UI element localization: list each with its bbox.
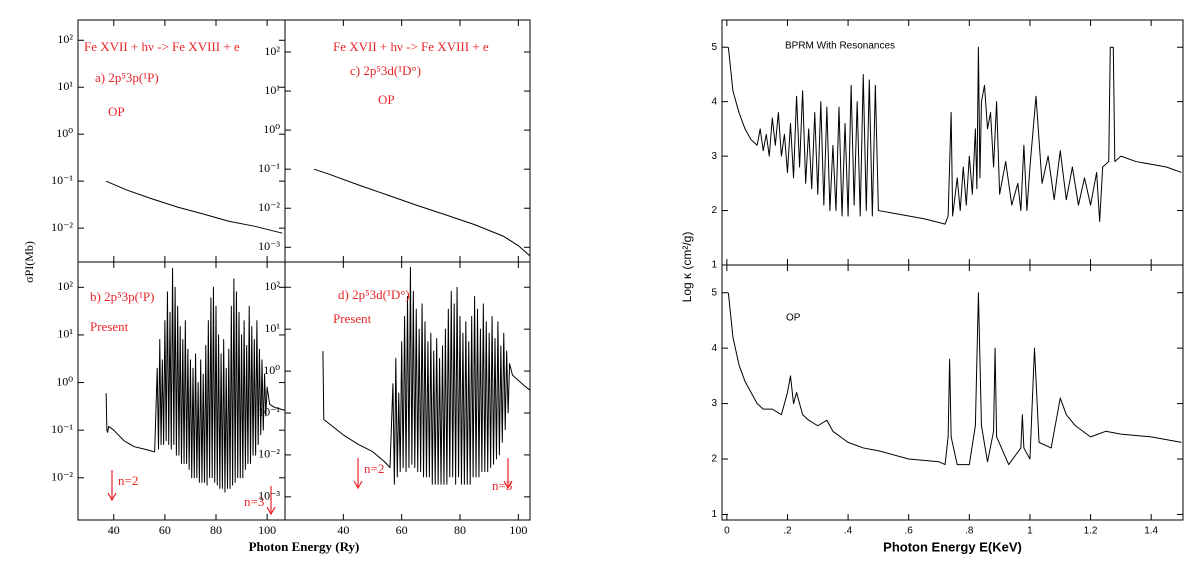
y-tick-label: 10⁰	[263, 363, 280, 377]
y-tick-label: 10²	[264, 44, 280, 58]
arrow-head	[353, 480, 363, 490]
y-tick-label: 10²	[57, 279, 73, 293]
annotation: Present	[333, 311, 372, 326]
y-tick-label: 10⁻²	[258, 200, 280, 214]
x-tick-label: .6	[905, 526, 914, 537]
y-tick-label: 10⁻²	[51, 220, 73, 234]
x-tick-label: 1	[1027, 526, 1033, 537]
y-tick-label: 10⁻²	[258, 447, 280, 461]
y-tick-label: 10¹	[57, 79, 73, 93]
annotation: OP	[108, 104, 125, 119]
annotation: OP	[786, 313, 801, 324]
x-tick-label: .4	[844, 526, 853, 537]
y-tick-label: 10¹	[264, 83, 280, 97]
x-tick-label: 40	[108, 523, 120, 537]
annotation: Present	[90, 319, 129, 334]
arrow-head	[266, 506, 276, 516]
annotation: d) 2p⁵3d(¹D°)	[338, 287, 410, 302]
annotation: Fe XVII + hν -> Fe XVIII + e	[84, 39, 240, 54]
data-line	[727, 292, 1182, 466]
data-line	[727, 46, 1182, 225]
y-tick-label: 10⁻³	[258, 489, 280, 503]
x-tick-label: 80	[210, 523, 222, 537]
x-axis-label: Photon Energy (Ry)	[249, 539, 360, 554]
annotation: b) 2p⁵3p(¹P)	[90, 289, 154, 304]
y-axis-label: Log κ (cm²/g)	[680, 232, 694, 303]
y-tick-label: 2	[711, 454, 717, 465]
panel-frame	[721, 264, 1184, 521]
y-tick-label: 4	[711, 343, 717, 354]
y-tick-label: 5	[711, 42, 717, 53]
annotation: Fe XVII + hν -> Fe XVIII + e	[333, 39, 489, 54]
y-tick-label: 10⁻²	[51, 470, 73, 484]
annotation: n=2	[118, 473, 138, 488]
y-tick-label: 10⁰	[56, 126, 73, 140]
arrow-head	[107, 492, 117, 502]
x-tick-label: 40	[337, 523, 349, 537]
y-tick-label: 2	[711, 205, 717, 216]
annotation: OP	[378, 92, 395, 107]
y-tick-label: 5	[711, 287, 717, 298]
x-tick-label: 100	[509, 523, 527, 537]
panel-frame	[284, 261, 531, 521]
y-tick-label: 10¹	[264, 321, 280, 335]
y-tick-label: 3	[711, 151, 717, 162]
annotation: n=2	[364, 461, 384, 476]
arrow-head	[503, 480, 513, 490]
x-tick-label: 1.2	[1084, 526, 1098, 537]
annotation: BPRM With Resonances	[785, 41, 895, 52]
data-line	[105, 180, 283, 234]
y-tick-label: 10⁻¹	[51, 173, 73, 187]
y-tick-label: 10⁻³	[258, 239, 280, 253]
x-tick-label: 0	[724, 526, 730, 537]
y-tick-label: 1	[711, 509, 717, 520]
annotation: n=3	[492, 478, 512, 493]
x-axis-label: Photon Energy E(KeV)	[883, 539, 1022, 554]
data-line	[105, 267, 285, 493]
y-tick-label: 10⁻¹	[258, 405, 280, 419]
annotation: c) 2p⁵3d(¹D°)	[350, 63, 421, 78]
y-tick-label: 1	[711, 260, 717, 271]
y-tick-label: 10⁻¹	[258, 161, 280, 175]
x-tick-label: 100	[258, 523, 276, 537]
y-tick-label: 10²	[57, 32, 73, 46]
y-tick-label: 10⁰	[56, 374, 73, 388]
data-line	[322, 266, 530, 485]
data-line	[314, 168, 530, 257]
x-tick-label: 60	[396, 523, 408, 537]
annotation: n=3	[244, 494, 264, 509]
x-tick-label: .2	[783, 526, 792, 537]
x-tick-label: 80	[454, 523, 466, 537]
x-tick-label: 1.4	[1144, 526, 1158, 537]
x-tick-label: 60	[159, 523, 171, 537]
annotation: a) 2p⁵3p(¹P)	[95, 70, 159, 85]
y-tick-label: 3	[711, 398, 717, 409]
y-tick-label: 10⁰	[263, 122, 280, 136]
y-tick-label: 10⁻¹	[51, 422, 73, 436]
y-tick-label: 10¹	[57, 327, 73, 341]
x-tick-label: .8	[965, 526, 974, 537]
y-tick-label: 4	[711, 96, 717, 107]
y-axis-label: σPI(Mb)	[22, 241, 36, 283]
y-tick-label: 10²	[264, 279, 280, 293]
